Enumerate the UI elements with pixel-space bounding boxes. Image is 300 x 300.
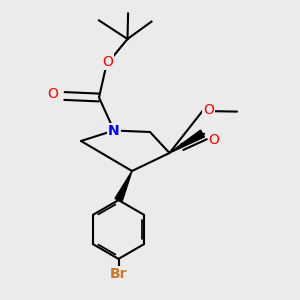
- Text: O: O: [208, 133, 219, 146]
- Text: N: N: [108, 124, 120, 137]
- Text: O: O: [48, 87, 58, 100]
- Text: O: O: [203, 103, 214, 116]
- Text: O: O: [102, 55, 113, 69]
- Text: Br: Br: [110, 267, 127, 281]
- Polygon shape: [169, 130, 205, 153]
- Polygon shape: [115, 171, 132, 202]
